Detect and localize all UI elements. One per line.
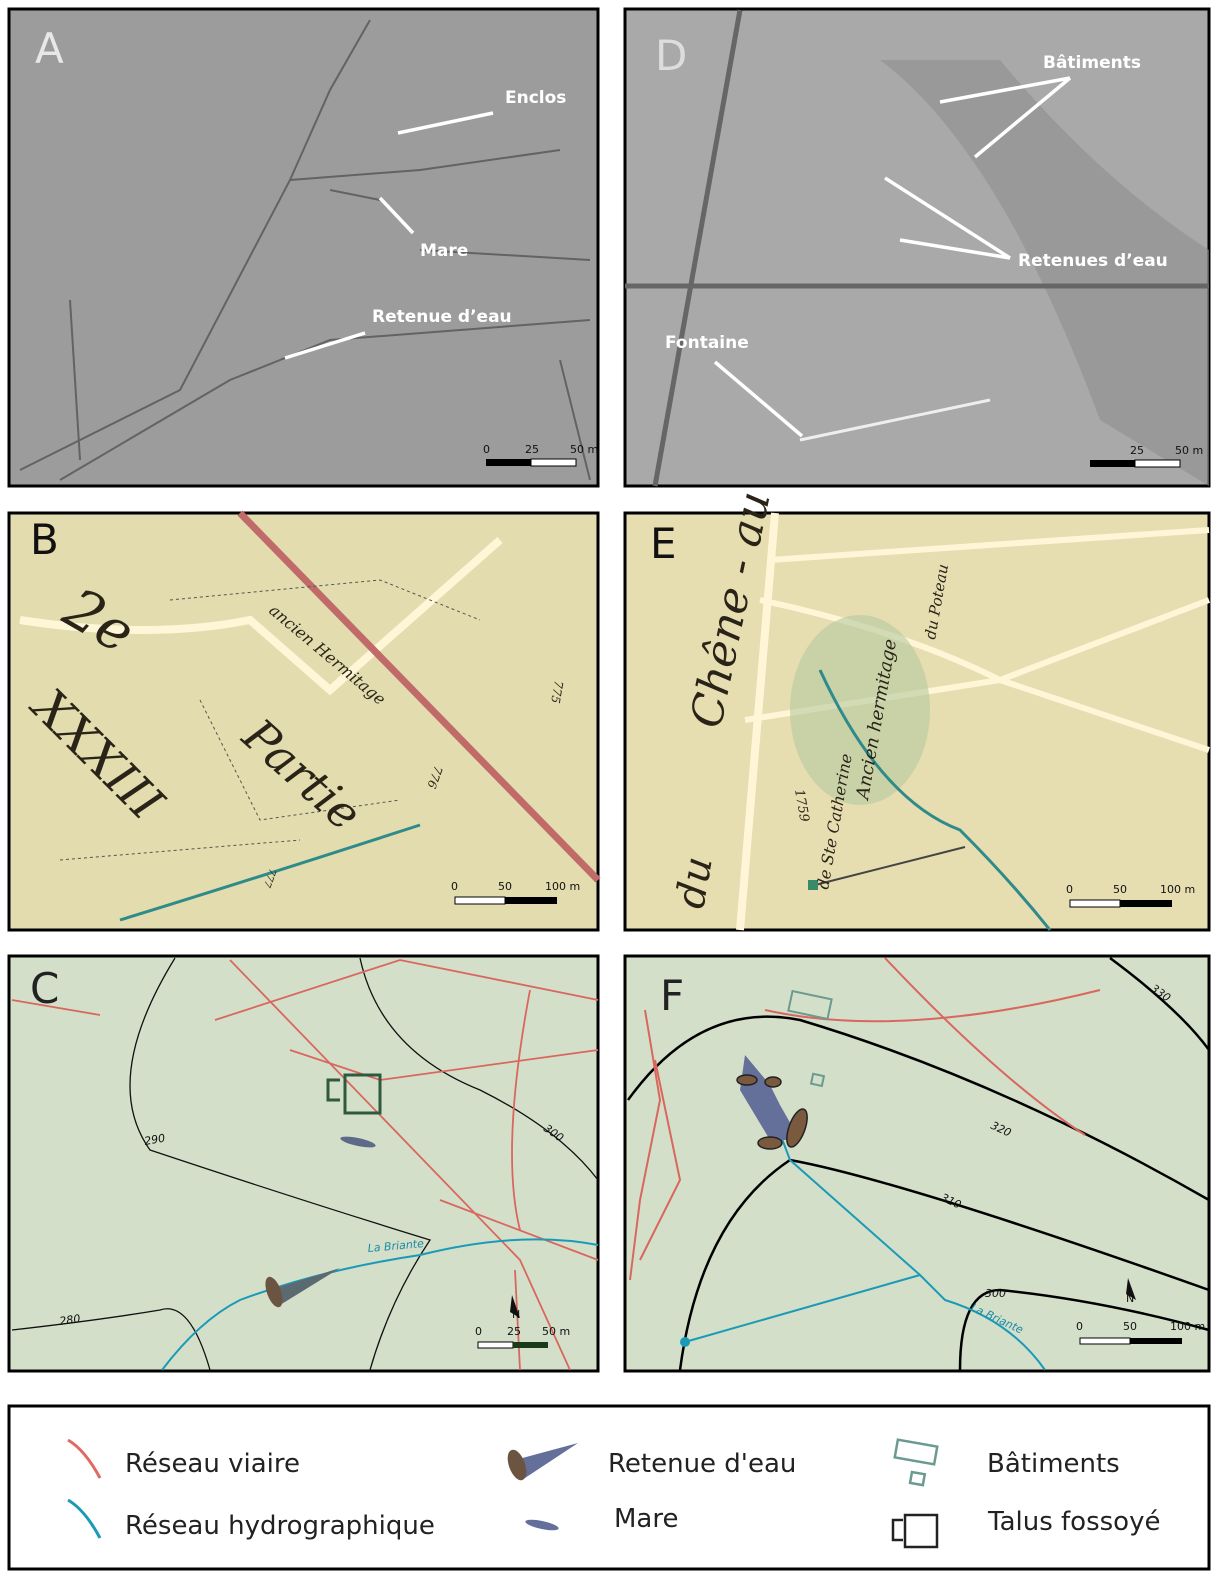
panel-c: C 290 300 280 La Briante N 0 25 50 m [7,954,600,1373]
legend-label: Mare [614,1504,678,1534]
scale-label: 0 [483,443,490,456]
panel-letter: C [30,964,59,1013]
map-text: 775 [548,679,566,704]
legend-label: Réseau hydrographique [125,1511,435,1541]
legend-label: Bâtiments [987,1449,1120,1479]
scale-label: 25 [1130,444,1144,457]
legend-label: Retenue d'eau [608,1449,796,1479]
legend-label: Talus fossoyé [987,1507,1160,1537]
river-label: La Briante [367,1237,424,1255]
contour-label: 290 [143,1132,166,1148]
panel-letter: B [30,515,59,564]
panel-letter: E [650,519,677,568]
contour-label: 300 [985,1287,1006,1300]
annotation: Bâtiments [1043,53,1141,73]
scale-label: 50 [498,880,512,893]
scale-label: 50 [1113,883,1127,896]
scale-label: 50 m [570,443,598,456]
scale-label: 100 m [545,880,580,893]
panel-letter: F [660,971,684,1020]
legend-label: Réseau viaire [125,1449,300,1479]
scale-label: 0 [475,1325,482,1338]
annotation: Fontaine [665,333,749,353]
lidar-image [7,7,600,488]
panel-letter: D [655,31,687,80]
scale-label: 50 [1123,1320,1137,1333]
map-text: du [668,853,722,912]
panel-f: F 330 320 310 300 La Briante N 0 50 100 … [623,954,1211,1373]
north-arrow: N [1126,1292,1134,1305]
map-text: 1759 [791,788,812,823]
interpretation-map [7,954,600,1373]
scale-label: 50 m [542,1325,570,1338]
contour-label: 280 [59,1312,82,1328]
north-arrow: N [512,1308,520,1321]
panel-d: D Bâtiments Retenues d’eau Fontaine 25 5… [623,7,1211,488]
scale-label: 100 m [1160,883,1195,896]
scale-label: 50 m [1175,444,1203,457]
scale-label: 25 [525,443,539,456]
scale-label: 0 [1076,1320,1083,1333]
panel-b: B 2e XXXIII Partie ancien Hermitage 775 … [7,510,601,932]
panel-a: A Enclos Mare Retenue d’eau 0 25 50 m [7,7,600,488]
scale-label: 0 [451,880,458,893]
legend: Réseau viaire Réseau hydrographique Rete… [7,1404,1211,1571]
annotation: Mare [420,241,468,261]
panel-e: E Chêne - au du Ancien hermitage de Ste … [623,487,1211,932]
scale-label: 100 m [1170,1320,1205,1333]
scale-label: 0 [1066,883,1073,896]
annotation: Retenue d’eau [372,307,512,327]
annotation: Enclos [505,88,566,108]
panel-letter: A [35,24,64,73]
annotation: Retenues d’eau [1018,251,1168,271]
scale-label: 25 [507,1325,521,1338]
